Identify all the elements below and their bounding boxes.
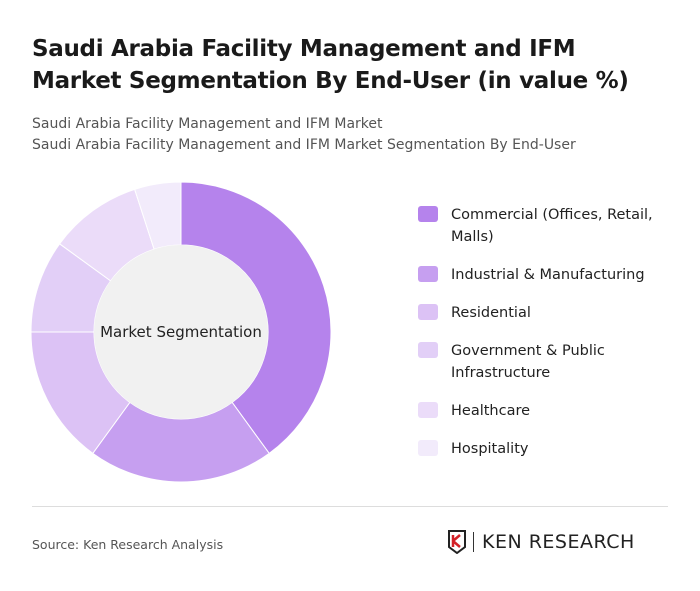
chart-title: Saudi Arabia Facility Management and IFM… <box>32 36 629 94</box>
logo-shield-icon <box>448 530 466 554</box>
legend-swatch <box>418 266 438 282</box>
donut-chart: Market Segmentation <box>30 181 332 483</box>
legend-item: Commercial (Offices, Retail, Malls) <box>418 204 678 248</box>
legend-label: Government & Public Infrastructure <box>451 343 605 381</box>
legend: Commercial (Offices, Retail, Malls) Indus… <box>418 204 678 476</box>
legend-swatch <box>418 304 438 320</box>
legend-item: Industrial & Manufacturing <box>418 264 678 286</box>
logo-text: KEN RESEARCH <box>482 531 635 553</box>
center-label: Market Segmentation <box>100 323 262 341</box>
source-note: Source: Ken Research Analysis <box>32 537 224 552</box>
legend-label: Commercial (Offices, Retail, Malls) <box>451 207 653 245</box>
legend-swatch <box>418 440 438 456</box>
legend-swatch <box>418 206 438 222</box>
legend-label: Hospitality <box>451 441 529 457</box>
legend-swatch <box>418 402 438 418</box>
legend-item: Residential <box>418 302 678 324</box>
legend-label: Healthcare <box>451 403 531 419</box>
divider <box>32 506 668 507</box>
subtitle-line-1: Saudi Arabia Facility Management and IFM… <box>32 116 383 132</box>
legend-item: Government & Public Infrastructure <box>418 340 678 384</box>
legend-label: Residential <box>451 305 531 321</box>
ken-research-logo: KEN RESEARCH <box>447 530 635 554</box>
chart-subtitle: Saudi Arabia Facility Management and IFM… <box>32 114 576 156</box>
donut-center <box>94 245 268 419</box>
legend-label: Industrial & Manufacturing <box>451 267 645 283</box>
legend-swatch <box>418 342 438 358</box>
logo-separator <box>473 532 474 552</box>
legend-item: Healthcare <box>418 400 678 422</box>
subtitle-line-2: Saudi Arabia Facility Management and IFM… <box>32 137 576 153</box>
legend-item: Hospitality <box>418 438 678 460</box>
